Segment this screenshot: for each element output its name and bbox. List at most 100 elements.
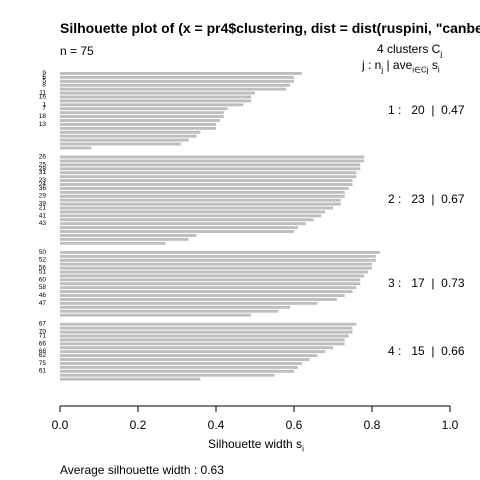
silhouette-bar-c2-3 [60, 163, 361, 167]
silhouette-bar-c1-19 [60, 142, 181, 146]
silhouette-bar-c1-14 [60, 122, 216, 126]
observation-label: 70 [39, 329, 47, 336]
silhouette-bar-c1-18 [60, 138, 189, 142]
silhouette-bar-c1-10 [60, 107, 228, 111]
observation-label: 6 [42, 74, 46, 81]
chart-title: Silhouette plot of (x = pr4$clustering, … [60, 20, 480, 36]
silhouette-bar-c1-6 [60, 91, 255, 95]
observation-label: 43 [39, 220, 47, 227]
silhouette-bar-c2-9 [60, 186, 349, 190]
observation-label: 28 [39, 165, 47, 172]
silhouette-bar-c1-20 [60, 146, 92, 150]
silhouette-bar-c4-8 [60, 350, 326, 354]
observation-label: 7 [42, 105, 46, 112]
x-tick-label: 1.0 [442, 418, 459, 432]
silhouette-bar-c2-17 [60, 218, 314, 222]
legend-header-j-n: j : n [362, 58, 382, 72]
silhouette-bar-c1-9 [60, 103, 244, 107]
silhouette-bar-c3-4 [60, 262, 372, 266]
observation-label: 41 [39, 212, 47, 219]
sample-size-label: n = 75 [60, 44, 94, 58]
legend-header-sub-i: i [437, 65, 440, 75]
silhouette-bar-c1-17 [60, 134, 197, 138]
silhouette-bar-c2-15 [60, 210, 326, 214]
silhouette-bar-c2-13 [60, 202, 341, 206]
observation-label: 11 [39, 90, 46, 97]
silhouette-bar-c2-12 [60, 198, 341, 202]
observation-label: 47 [39, 300, 47, 307]
x-tick-label: 0.0 [52, 418, 69, 432]
legend-header-sub-j: j [381, 65, 384, 75]
silhouette-bar-c2-20 [60, 230, 294, 233]
observation-label: 67 [39, 321, 47, 328]
legend-header-clusters: 4 clusters Cj [377, 42, 442, 58]
silhouette-bar-c3-12 [60, 294, 345, 297]
silhouette-bar-c3-11 [60, 290, 353, 294]
silhouette-bar-c3-2 [60, 254, 376, 258]
silhouette-bar-c4-5 [60, 338, 345, 342]
silhouette-bar-c1-5 [60, 87, 287, 91]
x-axis-label-sub: i [302, 444, 304, 454]
silhouette-bar-c4-13 [60, 369, 294, 373]
observation-label: 61 [39, 368, 47, 375]
observation-label: 24 [39, 181, 47, 188]
silhouette-bar-c1-1 [60, 72, 302, 75]
silhouette-bar-c2-18 [60, 222, 306, 226]
x-tick-label: 0.8 [364, 418, 381, 432]
x-tick-label: 0.2 [130, 418, 147, 432]
silhouette-bar-c3-3 [60, 258, 376, 262]
silhouette-bar-c1-16 [60, 130, 201, 134]
silhouette-bar-c3-7 [60, 274, 365, 278]
observation-label: 68 [39, 348, 47, 355]
silhouette-bar-c4-15 [60, 377, 201, 381]
silhouette-bar-c2-19 [60, 226, 298, 230]
silhouette-bar-c3-9 [60, 282, 361, 286]
silhouette-bar-c2-10 [60, 190, 345, 194]
silhouette-bar-c2-8 [60, 183, 353, 186]
observation-label: 52 [39, 257, 47, 264]
observation-label: 39 [39, 201, 47, 208]
legend-header-clusters-sub: j [440, 49, 443, 59]
observation-label: 46 [39, 292, 47, 299]
observation-label: 31 [39, 169, 47, 176]
silhouette-bar-c4-14 [60, 373, 275, 377]
cluster-label-3: 3 : 17 | 0.73 [388, 275, 465, 290]
cluster-label-1: 1 : 20 | 0.47 [388, 102, 465, 117]
silhouette-bar-c4-9 [60, 354, 318, 358]
legend-header-sub-in: i∈Cj [412, 65, 429, 75]
silhouette-bar-c2-2 [60, 159, 365, 163]
silhouette-bar-c1-15 [60, 126, 216, 130]
silhouette-bar-c2-1 [60, 155, 365, 159]
silhouette-bar-c4-12 [60, 365, 298, 369]
observation-label: 23 [39, 177, 47, 184]
observation-label: 51 [39, 268, 47, 275]
x-axis-label-text: Silhouette width s [208, 437, 303, 451]
observation-label: 1 [42, 101, 46, 108]
x-axis-label: Silhouette width si [208, 437, 304, 453]
silhouette-bar-c3-5 [60, 266, 372, 270]
silhouette-bar-c3-13 [60, 298, 337, 301]
silhouette-bar-c3-14 [60, 301, 318, 305]
observation-label: 13 [39, 121, 47, 128]
observation-label: 8 [42, 82, 46, 89]
silhouette-bar-c1-4 [60, 83, 291, 87]
silhouette-bar-c2-21 [60, 234, 197, 237]
average-silhouette-width: Average silhouette width : 0.63 [60, 463, 224, 477]
silhouette-bar-c4-2 [60, 326, 353, 330]
silhouette-bar-c1-8 [60, 99, 252, 103]
silhouette-bar-c3-16 [60, 309, 279, 313]
silhouette-bar-c1-13 [60, 119, 220, 122]
silhouette-bar-c4-6 [60, 342, 345, 346]
observation-label: 26 [39, 154, 47, 161]
silhouette-bar-c4-7 [60, 346, 333, 350]
legend-header-columns: j : nj | avei∈Cj si [362, 58, 440, 74]
silhouette-bar-c1-3 [60, 79, 294, 83]
silhouette-bar-c3-6 [60, 270, 369, 274]
silhouette-bar-c3-10 [60, 286, 357, 290]
cluster-label-2: 2 : 23 | 0.67 [388, 192, 465, 207]
silhouette-bar-c2-4 [60, 167, 361, 171]
observation-label: 75 [39, 360, 47, 367]
silhouette-bar-c2-16 [60, 214, 322, 218]
silhouette-bar-c4-11 [60, 362, 302, 365]
